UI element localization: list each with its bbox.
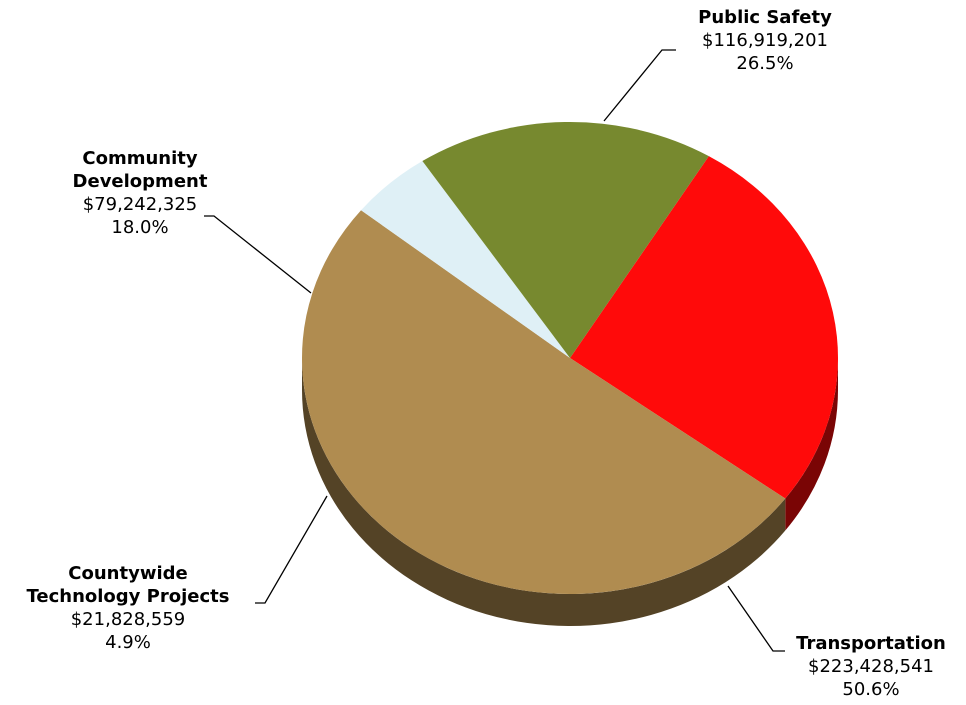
pie-slice-transportation [301,210,786,595]
label-community-development-amount: $79,242,325 [82,194,198,215]
label-countywide-technology-amount: $21,828,559 [70,609,186,630]
label-transportation-name: Transportation [796,633,946,654]
label-public-safety-name: Public Safety [698,7,832,28]
label-countywide-technology-percent: 4.9% [105,632,151,653]
label-community-development: Community Development $79,242,325 18.0% [20,147,260,239]
label-public-safety-amount: $116,919,201 [702,30,828,51]
label-countywide-technology-name-line1: Countywide [68,563,188,584]
leader-line-public-safety [603,49,676,122]
leader-line-community-development [204,215,312,294]
label-transportation-percent: 50.6% [842,679,900,700]
label-countywide-technology-name-line2: Technology Projects [26,586,230,607]
pie-slice-countywide-technology-projects [361,161,570,358]
pie-slice-public-safety [570,156,838,499]
leader-line-countywide-technology [255,495,328,604]
pie-side-public-safety [785,358,838,531]
leader-lines [204,49,785,652]
label-countywide-technology: Countywide Technology Projects $21,828,5… [0,562,256,654]
label-community-development-percent: 18.0% [111,217,169,238]
label-community-development-name-line1: Community [82,148,198,169]
label-transportation-amount: $223,428,541 [808,656,934,677]
label-transportation: Transportation $223,428,541 50.6% [776,632,966,701]
pie-slice-community-development [422,122,709,358]
label-public-safety-percent: 26.5% [736,53,794,74]
pie-side-transportation [302,358,786,627]
label-public-safety: Public Safety $116,919,201 26.5% [640,6,890,75]
leader-line-transportation [727,585,785,652]
pie-3d-sides [302,358,838,627]
label-community-development-name-line2: Development [72,171,208,192]
pie-slices [301,122,838,595]
